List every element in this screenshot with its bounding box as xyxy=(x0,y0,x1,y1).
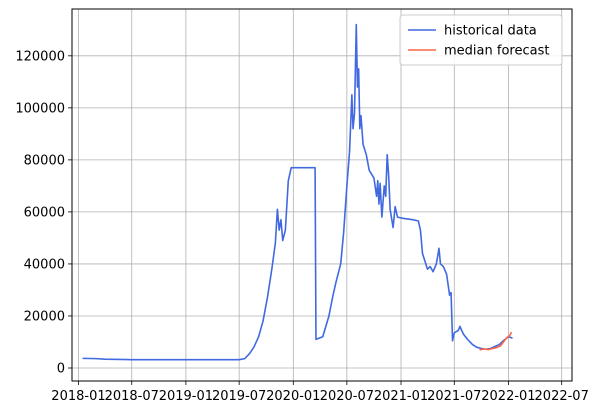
x-tick-label: 2022-01 xyxy=(481,389,535,404)
plot-frame xyxy=(71,8,573,382)
legend: historical data median forecast xyxy=(399,14,563,66)
y-tick-label: 40000 xyxy=(24,257,65,272)
x-tick-label: 2019-01 xyxy=(159,389,213,404)
series-line-1 xyxy=(479,331,513,351)
legend-label: historical data xyxy=(444,24,537,39)
legend-label: median forecast xyxy=(444,44,549,59)
x-tick-label: 2018-01 xyxy=(51,389,105,404)
y-tick-label: 120000 xyxy=(15,49,65,64)
x-tick-label: 2022-07 xyxy=(535,389,589,404)
legend-box xyxy=(399,14,563,66)
x-tick-label: 2020-07 xyxy=(320,389,374,404)
y-tick-label: 80000 xyxy=(24,153,65,168)
x-tick-label: 2021-01 xyxy=(374,389,428,404)
series-lines xyxy=(82,23,513,361)
y-tick-label: 100000 xyxy=(15,101,65,116)
y-tick-label: 60000 xyxy=(24,205,65,220)
series-line-0 xyxy=(82,23,513,361)
y-tick-label: 20000 xyxy=(24,309,65,324)
x-tick-label: 2020-01 xyxy=(266,389,320,404)
x-tick-label: 2019-07 xyxy=(212,389,266,404)
x-tick-label: 2018-07 xyxy=(105,389,159,404)
x-tick-label: 2021-07 xyxy=(427,389,481,404)
y-tick-label: 0 xyxy=(57,361,65,376)
